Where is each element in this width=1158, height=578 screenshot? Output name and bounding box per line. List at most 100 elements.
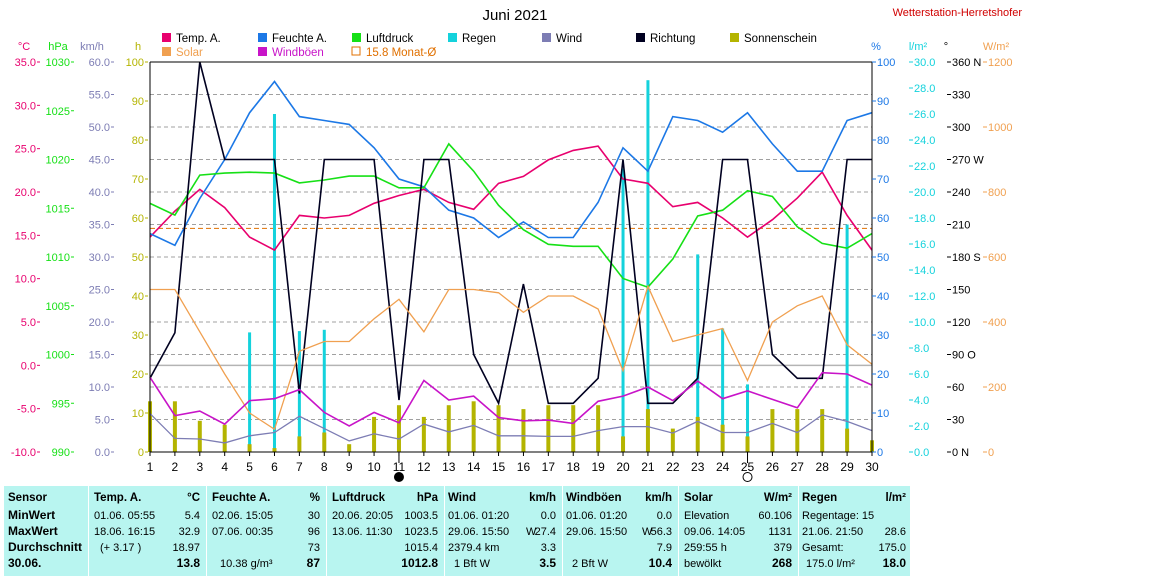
- temp-axis-tick: 20.0: [15, 187, 36, 199]
- weather-chart: Juni 2021 Wetterstation-Herretshofer Tem…: [11, 7, 1022, 482]
- stats-rain-today: 18.0: [882, 556, 906, 570]
- chart-lines: [149, 61, 873, 444]
- stats-pressure-title: Luftdruck: [332, 492, 386, 504]
- sunshine-bar: [172, 401, 177, 452]
- day-label: 3: [196, 460, 203, 474]
- temp-axis-tick: -10.0: [11, 447, 36, 459]
- sunshine-bar: [571, 405, 576, 452]
- rain-axis-tick: 6.0: [914, 369, 929, 381]
- wind-axis-tick: 40.0: [89, 187, 110, 199]
- sunshine-bar: [197, 420, 202, 452]
- direction-line: [149, 61, 872, 406]
- hours-axis-tick: 70: [132, 174, 144, 186]
- temp-axis-tick: 5.0: [21, 317, 36, 329]
- stats-humidity-min: 30: [307, 510, 320, 522]
- sunshine-bar: [521, 409, 526, 452]
- direction-axis-tick: 0 N: [952, 447, 969, 459]
- legend-label: Luftdruck: [366, 33, 414, 45]
- wind-line: [149, 413, 873, 444]
- sunshine-bar: [695, 416, 700, 452]
- sunshine-bar: [222, 424, 227, 452]
- temp-axis-tick: 35.0: [15, 57, 36, 69]
- legend-label: Sonnenschein: [744, 33, 817, 45]
- chart-title: Juni 2021: [482, 7, 547, 24]
- solar-axis-tick: 400: [988, 317, 1006, 329]
- stats-rain-days: Regentage: 15: [802, 510, 875, 522]
- wind-axis-tick: 25.0: [89, 285, 110, 297]
- legend-swatch: [162, 33, 171, 42]
- sunshine-bar: [795, 409, 800, 452]
- wind-axis-tick: 50.0: [89, 122, 110, 134]
- day-label: 7: [296, 460, 303, 474]
- direction-axis-tick: 120: [952, 317, 970, 329]
- stats-solar-condition: bewölkt: [684, 558, 722, 570]
- legend-label: Temp. A.: [176, 33, 221, 45]
- percent-axis-tick: 100: [877, 57, 895, 69]
- stats-solar-elevation: 60.106: [758, 510, 792, 522]
- legend-label: Regen: [462, 33, 496, 45]
- stats-humidity-max: 96: [307, 526, 320, 538]
- day-label: 16: [517, 460, 531, 474]
- stats-humidity-today: 87: [306, 556, 320, 570]
- rain-axis-tick: 16.0: [914, 239, 935, 251]
- stats-wind-distance: 2379.4 km: [448, 542, 500, 554]
- day-label: 22: [666, 460, 680, 474]
- rain-bar: [721, 328, 725, 452]
- unit-rain: l/m²: [909, 41, 928, 53]
- day-label: 25: [741, 460, 755, 474]
- stats-avg-label: Durchschnitt: [8, 540, 83, 554]
- stats-solar-avg: 379: [773, 542, 792, 554]
- pressure-axis-tick: 1025: [46, 106, 70, 118]
- day-label: 17: [542, 460, 556, 474]
- wind-axis-tick: 30.0: [89, 252, 110, 264]
- stats-humidity-max-date: 07.06. 00:35: [212, 526, 274, 538]
- stats-pressure: Luftdruck hPa 20.06. 20:05 1003.5 13.06.…: [332, 486, 442, 576]
- sunshine-bar: [247, 444, 252, 452]
- sunshine-bar: [670, 428, 675, 452]
- stats-wind-min: 0.0: [540, 510, 556, 522]
- day-label: 4: [221, 460, 228, 474]
- legend-swatch: [730, 33, 739, 42]
- legend-swatch: [636, 33, 645, 42]
- stats-pressure-max: 1023.5: [404, 526, 438, 538]
- rain-axis-tick: 28.0: [914, 83, 935, 95]
- stats-wind-bft: 1 Bft W: [454, 558, 491, 570]
- rain-axis-tick: 10.0: [914, 317, 935, 329]
- legend-label: 15.8 Monat-Ø: [366, 47, 436, 59]
- sunshine-bar: [272, 448, 277, 452]
- wind-axis-tick: 35.0: [89, 220, 110, 232]
- pressure-axis-tick: 1005: [46, 301, 70, 313]
- rain-bar: [621, 168, 625, 452]
- temp-axis-tick: 15.0: [15, 230, 36, 242]
- stats-pressure-min: 1003.5: [404, 510, 438, 522]
- percent-axis-tick: 70: [877, 174, 889, 186]
- stats-gusts-title: Windböen: [566, 492, 622, 504]
- rain-axis-tick: 30.0: [914, 57, 935, 69]
- stats-gusts-min-date: 01.06. 01:20: [566, 510, 628, 522]
- stats-gusts-avg: 7.9: [656, 542, 672, 554]
- day-label: 19: [591, 460, 605, 474]
- stats-solar-unit: W/m²: [763, 492, 792, 504]
- percent-axis-tick: 0: [877, 447, 883, 459]
- temp-axis-tick: 10.0: [15, 274, 36, 286]
- day-label: 21: [641, 460, 655, 474]
- pressure-axis-tick: 1015: [46, 203, 70, 215]
- legend-label: Wind: [556, 33, 582, 45]
- wind-axis-tick: 60.0: [89, 57, 110, 69]
- stats-temp-max: 32.9: [178, 526, 200, 538]
- hours-axis-tick: 100: [126, 57, 144, 69]
- unit-temp: °C: [18, 41, 30, 53]
- stats-rain-title: Regen: [802, 492, 838, 504]
- wind-axis-tick: 10.0: [89, 382, 110, 394]
- sunshine-bar: [720, 424, 725, 452]
- pressure-axis-tick: 1010: [46, 252, 70, 264]
- stats-pressure-max-date: 13.06. 11:30: [332, 526, 393, 538]
- wind-axis-tick: 55.0: [89, 90, 110, 102]
- sunshine-bar: [322, 432, 327, 452]
- rain-axis-tick: 12.0: [914, 291, 935, 303]
- stats-wind-today: 3.5: [539, 556, 556, 570]
- percent-axis-tick: 80: [877, 135, 889, 147]
- stats-wind-max-date: 29.06. 15:50: [448, 526, 510, 538]
- direction-axis-tick: 150: [952, 285, 970, 297]
- hours-axis-tick: 20: [132, 369, 144, 381]
